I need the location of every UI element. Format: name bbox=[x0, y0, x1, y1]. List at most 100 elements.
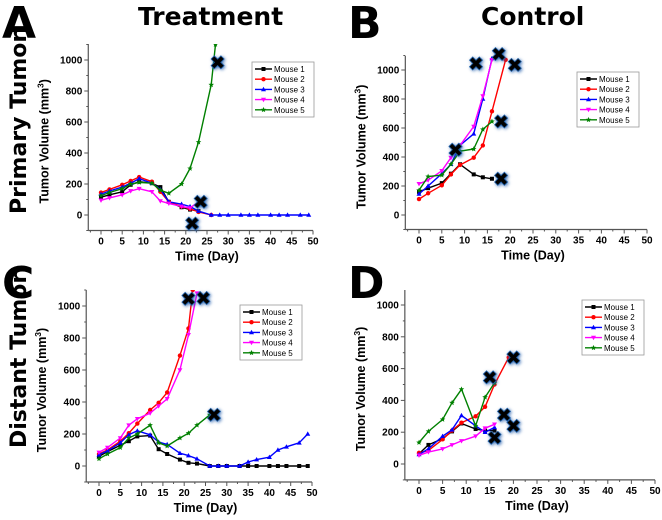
data-point bbox=[105, 445, 111, 451]
data-point bbox=[425, 183, 431, 188]
panel-letter-d: D bbox=[348, 258, 385, 309]
superscript: 3 bbox=[33, 332, 43, 337]
data-point bbox=[473, 414, 478, 419]
y-tick-label: 800 bbox=[66, 87, 83, 98]
death-x-marker bbox=[468, 56, 484, 71]
superscript: 3 bbox=[352, 331, 362, 336]
data-point bbox=[440, 433, 446, 438]
series-line-mouse-5 bbox=[418, 382, 496, 443]
x-tick-label: 45 bbox=[286, 237, 298, 248]
legend-label: Mouse 5 bbox=[599, 116, 630, 125]
data-point bbox=[177, 450, 183, 455]
x-tick-label: 20 bbox=[508, 486, 520, 497]
data-point bbox=[416, 453, 422, 458]
data-point bbox=[96, 455, 102, 462]
x-tick-label: 5 bbox=[440, 486, 446, 497]
legend-swatch-marker bbox=[591, 335, 596, 341]
data-point bbox=[448, 155, 454, 161]
data-point bbox=[449, 399, 455, 406]
data-point bbox=[426, 186, 431, 191]
data-point bbox=[416, 196, 422, 202]
data-point bbox=[187, 165, 193, 171]
x-tick-label: 45 bbox=[626, 486, 638, 497]
legend-swatch-marker bbox=[249, 310, 254, 314]
data-point bbox=[449, 427, 455, 432]
data-point bbox=[245, 459, 251, 464]
x-tick-label: 25 bbox=[527, 236, 539, 247]
data-point bbox=[458, 386, 465, 392]
y-tick-label: 400 bbox=[66, 149, 83, 160]
data-point bbox=[480, 126, 486, 132]
y-axis-title: Tumor Volume (mm3) bbox=[352, 85, 368, 209]
data-point bbox=[126, 435, 132, 441]
x-tick-label: 35 bbox=[573, 236, 585, 247]
data-point bbox=[185, 430, 192, 436]
x-tick-label: 5 bbox=[118, 488, 124, 499]
legend-label: Mouse 3 bbox=[274, 85, 305, 94]
data-point bbox=[157, 199, 163, 204]
data-point bbox=[503, 57, 508, 63]
legend-swatch-marker bbox=[591, 315, 596, 320]
data-point bbox=[156, 400, 161, 405]
data-point bbox=[147, 411, 153, 416]
legend-swatch-marker bbox=[249, 340, 254, 346]
data-point bbox=[96, 450, 102, 455]
data-point bbox=[482, 394, 488, 400]
series-line-mouse-4 bbox=[418, 423, 495, 456]
x-tick-label: 10 bbox=[138, 237, 150, 248]
legend-swatch-marker bbox=[586, 87, 591, 92]
data-point bbox=[492, 422, 498, 427]
x-tick-label: 0 bbox=[98, 237, 104, 248]
data-point bbox=[471, 124, 477, 130]
legend-label: Mouse 3 bbox=[599, 95, 630, 104]
data-point bbox=[194, 456, 200, 461]
data-point bbox=[482, 429, 488, 434]
data-point bbox=[126, 432, 132, 437]
data-point bbox=[254, 464, 259, 468]
data-point bbox=[440, 437, 445, 442]
series-line-mouse-3 bbox=[100, 177, 309, 216]
x-axis-title: Time (Day) bbox=[505, 499, 569, 513]
death-x-marker bbox=[181, 291, 196, 306]
data-point bbox=[254, 457, 260, 462]
data-point bbox=[255, 212, 261, 217]
data-point bbox=[120, 189, 125, 194]
legend-swatch-marker bbox=[591, 324, 596, 330]
superscript: 3 bbox=[35, 83, 45, 88]
data-point bbox=[268, 212, 274, 217]
data-point bbox=[207, 463, 213, 468]
data-point bbox=[439, 172, 445, 178]
legend-label: Mouse 5 bbox=[604, 344, 635, 353]
data-point bbox=[217, 212, 223, 217]
y-tick-label: 200 bbox=[383, 182, 400, 193]
y-axis-title: Tumor Volume (mm3) bbox=[35, 79, 51, 203]
death-x-marker bbox=[507, 57, 522, 72]
x-tick-label: 50 bbox=[306, 488, 318, 499]
x-axis-title: Time (Day) bbox=[175, 250, 239, 264]
data-point bbox=[136, 175, 142, 181]
panel-letter-a: A bbox=[2, 0, 37, 49]
legend-label: Mouse 4 bbox=[604, 334, 635, 343]
data-point bbox=[186, 460, 191, 465]
data-point bbox=[471, 155, 476, 160]
death-x-marker bbox=[196, 290, 211, 306]
legend-swatch-marker bbox=[249, 329, 254, 335]
data-point bbox=[98, 192, 104, 198]
death-x-marker bbox=[494, 114, 509, 129]
death-x-marker bbox=[491, 46, 506, 62]
x-tick-label: 0 bbox=[416, 236, 422, 247]
x-axis-title: Time (Day) bbox=[174, 501, 238, 515]
legend-swatch-marker bbox=[249, 320, 254, 325]
x-tick-label: 15 bbox=[482, 236, 494, 247]
x-tick-label: 15 bbox=[159, 237, 171, 248]
data-point bbox=[177, 368, 183, 373]
data-point bbox=[470, 146, 477, 152]
data-point bbox=[471, 131, 477, 136]
series-line-mouse-5 bbox=[98, 414, 211, 460]
legend-label: Mouse 1 bbox=[262, 308, 293, 317]
x-tick-label: 20 bbox=[179, 488, 191, 499]
data-point bbox=[267, 464, 272, 468]
data-point bbox=[155, 439, 162, 446]
legend-label: Mouse 5 bbox=[262, 349, 293, 358]
